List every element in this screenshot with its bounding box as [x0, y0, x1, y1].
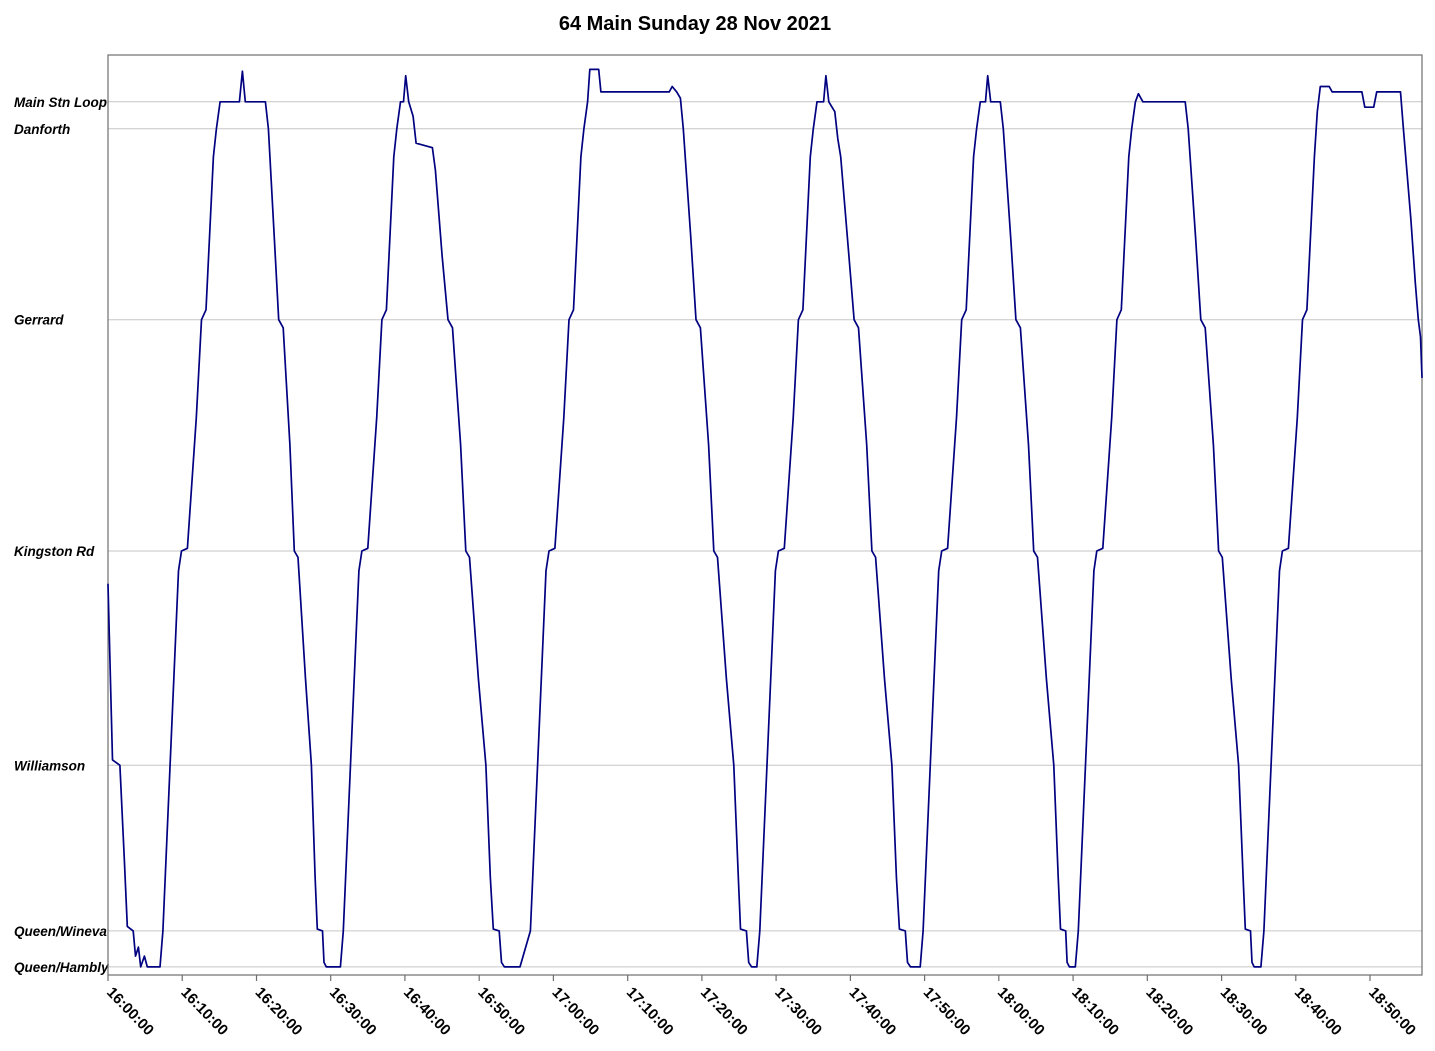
x-axis-tick-label: 18:00:00: [994, 984, 1048, 1039]
x-axis-tick-label: 16:20:00: [252, 984, 306, 1039]
x-axis-tick-label: 17:40:00: [846, 984, 900, 1039]
x-axis-tick-label: 17:10:00: [623, 984, 677, 1039]
x-axis-tick-label: 16:00:00: [103, 984, 157, 1039]
x-axis-tick-label: 18:20:00: [1142, 984, 1196, 1039]
x-axis-tick-label: 17:00:00: [549, 984, 603, 1039]
x-axis-tick-label: 16:50:00: [474, 984, 528, 1039]
y-axis-label-station: Williamson: [14, 758, 85, 773]
x-axis-tick-label: 16:10:00: [177, 984, 231, 1039]
trajectory-line: [107, 68, 1423, 968]
x-axis-tick-label: 16:40:00: [400, 984, 454, 1039]
x-axis-tick-label: 18:40:00: [1291, 984, 1345, 1039]
x-axis-tick-label: 18:50:00: [1365, 984, 1419, 1039]
y-axis-label-station: Danforth: [14, 122, 70, 137]
y-axis-label-station: Main Stn Loop: [14, 95, 107, 110]
y-axis-label-station: Queen/Hambly: [14, 960, 110, 975]
x-axis-tick-label: 17:50:00: [920, 984, 974, 1039]
x-axis-tick-label: 16:30:00: [326, 984, 380, 1039]
y-axis-label-station: Kingston Rd: [14, 544, 95, 559]
y-axis-label-station: Queen/Wineva: [14, 924, 107, 939]
y-axis-label-station: Gerrard: [14, 313, 64, 328]
x-axis-tick-label: 17:20:00: [697, 984, 751, 1039]
x-axis-tick-label: 18:10:00: [1068, 984, 1122, 1039]
x-axis-tick-label: 18:30:00: [1217, 984, 1271, 1039]
x-axis-tick-label: 17:30:00: [771, 984, 825, 1039]
plot-border: [107, 54, 1423, 976]
chart-title: 64 Main Sunday 28 Nov 2021: [558, 13, 832, 35]
